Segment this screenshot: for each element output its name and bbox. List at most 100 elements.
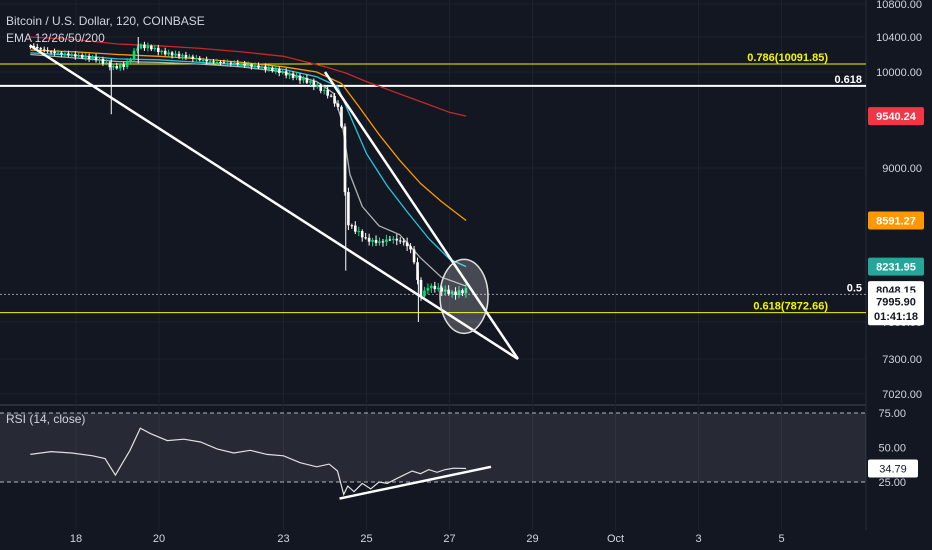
candle-body <box>115 66 119 69</box>
candle-body <box>63 53 67 55</box>
highlight-circle <box>439 258 489 335</box>
candle-body <box>319 85 323 91</box>
candle-body <box>257 65 260 68</box>
candle-body <box>288 73 291 76</box>
price-label-tag <box>868 307 924 326</box>
candle-body <box>447 289 450 294</box>
candle-body <box>39 48 43 50</box>
candle-body <box>360 231 364 238</box>
rsi-band <box>0 413 866 482</box>
candle-body <box>67 53 70 56</box>
candle-body <box>461 290 464 294</box>
candle-body <box>188 56 191 58</box>
candle-body <box>46 50 49 52</box>
fib-level-label: 0.618 <box>834 74 862 86</box>
candle-body <box>191 56 195 59</box>
candle-body <box>281 71 285 73</box>
price-label-tag <box>868 107 924 126</box>
drawing-tools <box>29 44 520 361</box>
ema-lines <box>30 36 467 287</box>
candle-body <box>395 238 399 241</box>
rsi-tick-label: 25.00 <box>878 477 906 489</box>
candle-body <box>205 59 208 62</box>
time-axis[interactable]: 18 20 23 25 27 29 Oct 3 5 <box>70 533 785 545</box>
candle-body <box>260 66 264 68</box>
time-tick-label: Oct <box>607 533 624 545</box>
candle-body <box>32 45 36 47</box>
candle-body <box>284 71 288 76</box>
candle-body <box>53 51 56 54</box>
candle-body <box>426 288 430 291</box>
candle-body <box>84 55 87 58</box>
candle-body <box>91 56 94 59</box>
candle-body <box>277 69 281 73</box>
candle-body <box>388 239 392 241</box>
candle-body <box>402 241 406 243</box>
candle-body <box>298 75 302 81</box>
rsi-tick-label: 75.00 <box>878 408 906 420</box>
time-tick-label: 25 <box>360 533 372 545</box>
candle-body <box>229 62 233 64</box>
candle-body <box>198 58 202 61</box>
candle-body <box>271 67 274 71</box>
ema-line-ema12 <box>30 53 467 287</box>
indicator-legend: EMA 12/26/50/200 <box>6 31 105 45</box>
time-tick-label: 27 <box>443 533 455 545</box>
candle-body <box>73 54 77 57</box>
price-tick-label: 7020.00 <box>882 389 922 401</box>
candle-body <box>392 238 395 240</box>
price-candles <box>29 37 468 322</box>
candle-body <box>87 55 91 59</box>
candle-body <box>315 85 319 87</box>
candle-body <box>378 241 381 243</box>
candle-body <box>219 61 222 63</box>
candle-body <box>132 50 136 60</box>
candle-body <box>350 225 354 227</box>
rsi-line <box>30 427 467 497</box>
candle-body <box>398 240 402 242</box>
candle-body <box>312 81 316 87</box>
candle-body <box>457 290 461 296</box>
candle-body <box>326 89 329 96</box>
price-label-tag <box>868 211 924 230</box>
price-label-tag <box>868 257 924 276</box>
time-tick-label: 3 <box>695 533 701 545</box>
candle-body <box>163 50 167 55</box>
candle-body <box>136 48 139 51</box>
candle-body <box>381 241 385 243</box>
candle-body <box>464 288 468 294</box>
candle-body <box>322 89 326 91</box>
ema-line-ema200 <box>30 36 467 117</box>
candle-body <box>367 237 371 242</box>
wedge-upper-trendline <box>323 71 520 360</box>
candle-body <box>70 54 74 56</box>
candle-body <box>60 52 63 55</box>
candle-body <box>156 47 160 53</box>
price-tick-label: 7300.00 <box>882 354 922 366</box>
candle-body <box>215 61 219 63</box>
price-axis[interactable]: 10800.0010400.0010000.009000.007800.0073… <box>868 0 924 489</box>
candle-body <box>170 52 174 56</box>
candle-body <box>302 78 305 81</box>
candle-body <box>174 53 177 56</box>
candle-body <box>416 262 419 280</box>
candle-body <box>153 47 157 50</box>
price-label-text: 7995.90 <box>876 296 916 308</box>
candle-body <box>101 58 105 64</box>
candle-body <box>233 62 236 64</box>
ema-line-ema50 <box>30 49 467 222</box>
candle-body <box>333 95 336 104</box>
rsi-tick-label: 50.00 <box>878 443 906 455</box>
candle-body <box>122 64 125 68</box>
candle-body <box>412 249 416 263</box>
candle-body <box>35 46 39 49</box>
time-tick-label: 18 <box>70 533 82 545</box>
price-tick-label: 10400.00 <box>876 32 922 44</box>
candle-body <box>239 63 243 65</box>
candle-body <box>150 45 153 50</box>
candle-body <box>49 51 53 53</box>
candle-body <box>385 239 388 242</box>
candle-body <box>329 95 333 97</box>
rsi-value-tag <box>868 459 918 478</box>
